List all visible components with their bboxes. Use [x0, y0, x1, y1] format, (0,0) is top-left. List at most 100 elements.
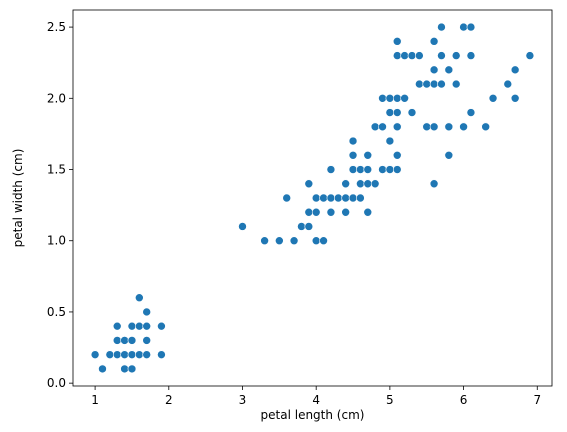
data-point: [385, 136, 395, 146]
data-point: [378, 94, 387, 103]
data-point: [378, 165, 387, 174]
data-point: [437, 51, 446, 60]
x-tick-label: 4: [312, 393, 320, 407]
data-point: [326, 165, 336, 174]
data-point: [326, 207, 336, 217]
data-point: [370, 122, 380, 132]
data-point: [422, 122, 432, 132]
data-point: [451, 51, 461, 60]
data-point: [341, 207, 350, 217]
data-point: [459, 122, 468, 132]
data-point: [363, 179, 373, 189]
data-point: [348, 150, 358, 160]
data-point: [481, 122, 490, 132]
x-tick-label: 5: [386, 393, 394, 407]
data-point: [348, 193, 358, 203]
data-point: [112, 321, 122, 331]
data-point: [157, 321, 166, 331]
data-point: [400, 94, 409, 103]
data-point: [341, 179, 350, 189]
data-point: [363, 207, 373, 217]
data-point: [451, 79, 461, 89]
data-point: [392, 150, 402, 160]
data-point: [437, 79, 446, 89]
data-point: [459, 22, 468, 32]
data-point: [444, 122, 454, 132]
data-point: [105, 350, 115, 359]
data-point: [341, 193, 350, 203]
data-point: [385, 108, 395, 117]
data-point: [348, 165, 358, 174]
data-point: [437, 22, 446, 32]
ticks-layer: 1 2 3 4 5 6 7 0.0 0.5 1.0 1.5 2.0 2.5: [47, 20, 541, 407]
data-point: [127, 321, 137, 331]
data-point: [120, 336, 129, 345]
data-point: [385, 165, 395, 174]
data-point: [356, 193, 365, 203]
data-point: [297, 222, 306, 231]
data-point: [422, 79, 432, 89]
data-point: [444, 65, 454, 75]
data-point: [415, 79, 424, 89]
data-point: [127, 350, 137, 359]
y-tick-label: 2.5: [47, 20, 66, 34]
x-tick-label: 2: [165, 393, 173, 407]
data-point: [348, 136, 358, 146]
data-point: [311, 207, 321, 217]
data-point: [120, 350, 129, 359]
data-point: [356, 179, 365, 189]
data-point: [429, 65, 439, 75]
data-point: [466, 108, 476, 117]
data-point: [326, 193, 336, 203]
data-point: [444, 150, 454, 160]
data-point: [120, 364, 129, 374]
data-point: [407, 51, 417, 60]
x-tick-label: 3: [239, 393, 247, 407]
data-point: [311, 236, 321, 246]
data-point: [525, 51, 535, 60]
y-tick-label: 0.0: [47, 376, 66, 390]
data-point: [466, 51, 476, 60]
data-point: [142, 321, 151, 331]
y-axis-label: petal width (cm): [11, 149, 25, 248]
data-point: [304, 222, 314, 231]
data-point: [311, 193, 321, 203]
data-point: [363, 165, 373, 174]
data-point: [142, 336, 151, 345]
x-tick-label: 7: [533, 393, 541, 407]
data-point: [304, 179, 314, 189]
data-point: [392, 51, 402, 60]
data-point: [98, 364, 107, 374]
data-point: [392, 165, 402, 174]
data-point: [127, 364, 137, 374]
data-point: [363, 150, 373, 160]
data-point: [392, 108, 402, 117]
data-point: [429, 37, 439, 46]
data-point: [319, 193, 328, 203]
data-point: [407, 108, 417, 117]
data-point: [289, 236, 299, 246]
data-point: [142, 307, 151, 317]
data-point: [319, 236, 328, 246]
y-tick-label: 2.0: [47, 91, 66, 105]
data-point: [392, 94, 402, 103]
data-point: [503, 79, 513, 89]
data-point: [238, 222, 247, 231]
data-point: [275, 236, 284, 246]
data-point: [304, 207, 314, 217]
x-tick-label: 1: [91, 393, 99, 407]
data-point: [370, 179, 380, 189]
data-point: [356, 165, 365, 174]
data-point: [510, 94, 520, 103]
data-point: [135, 321, 144, 331]
data-point: [142, 350, 151, 359]
data-point: [378, 122, 387, 132]
data-point: [429, 179, 439, 189]
data-point: [112, 336, 122, 345]
data-point: [157, 350, 166, 359]
data-point: [135, 293, 144, 302]
data-point: [90, 350, 100, 359]
x-axis-label: petal length (cm): [261, 408, 365, 422]
data-point: [466, 22, 476, 32]
